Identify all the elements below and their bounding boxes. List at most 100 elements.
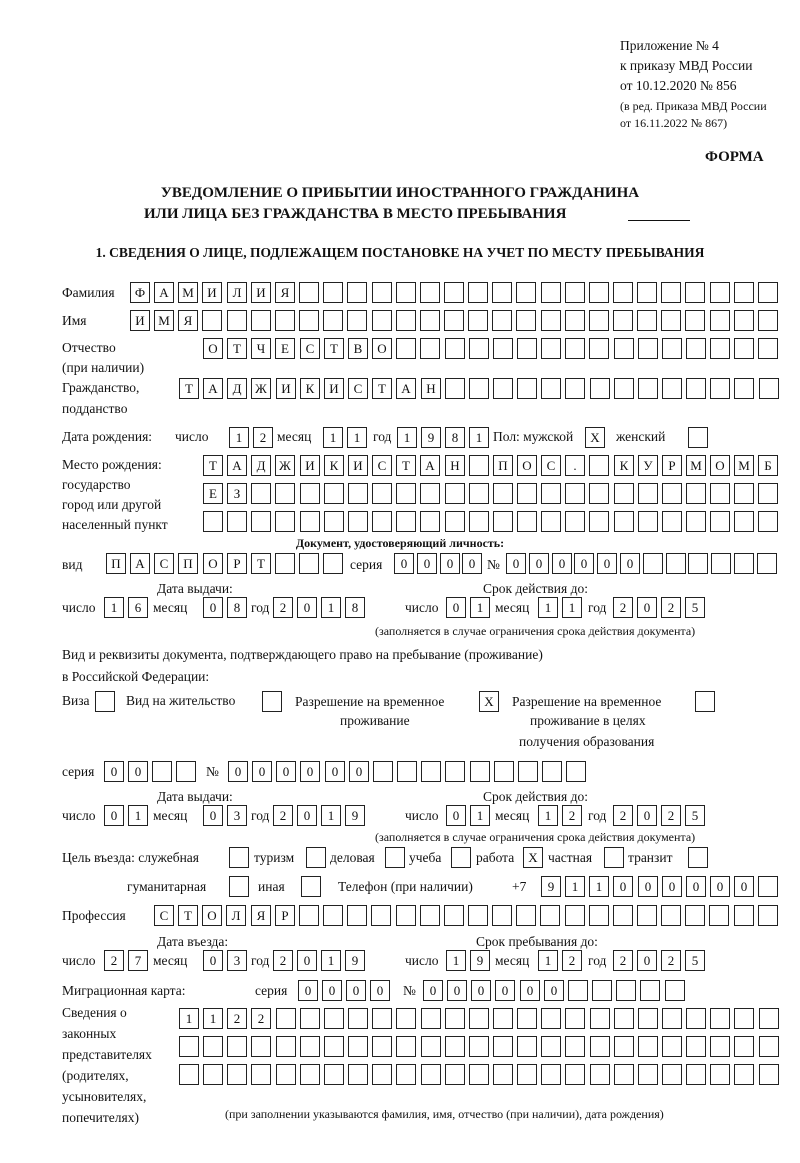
cell-id-issue-day[interactable]: 1 bbox=[104, 597, 124, 618]
cell-legal-row2[interactable] bbox=[710, 1036, 730, 1057]
cell-surname[interactable] bbox=[372, 282, 392, 303]
cell-birthplace-row3[interactable] bbox=[614, 511, 634, 532]
cell-phone[interactable]: 1 bbox=[565, 876, 585, 897]
cell-birthplace-row1[interactable]: И bbox=[348, 455, 368, 476]
cell-legal-row3[interactable] bbox=[517, 1064, 537, 1085]
cell-phone[interactable]: 0 bbox=[686, 876, 706, 897]
cell-birthplace-row3[interactable] bbox=[758, 511, 778, 532]
cell-id-issue-year[interactable]: 1 bbox=[321, 597, 341, 618]
cell-birthplace-row1[interactable]: И bbox=[300, 455, 320, 476]
cell-profession[interactable] bbox=[299, 905, 319, 926]
cell-id-number[interactable]: 0 bbox=[597, 553, 617, 574]
cell-birthplace-row1[interactable]: А bbox=[420, 455, 440, 476]
checkbox-purpose-business[interactable] bbox=[385, 847, 405, 868]
cell-id-number[interactable]: 0 bbox=[506, 553, 526, 574]
cell-legal-row2[interactable] bbox=[276, 1036, 296, 1057]
cell-patronymic[interactable] bbox=[686, 338, 706, 359]
cell-legal-row3[interactable] bbox=[590, 1064, 610, 1085]
cell-legal-row3[interactable] bbox=[203, 1064, 223, 1085]
checkbox-stay-residence[interactable] bbox=[262, 691, 282, 712]
cell-migration-number[interactable]: 0 bbox=[520, 980, 540, 1001]
cell-legal-row2[interactable] bbox=[686, 1036, 706, 1057]
cell-birthplace-row2[interactable] bbox=[396, 483, 416, 504]
cell-name[interactable] bbox=[323, 310, 343, 331]
cell-surname[interactable] bbox=[492, 282, 512, 303]
cell-birthplace-row2[interactable] bbox=[734, 483, 754, 504]
cell-birthplace-row2[interactable] bbox=[662, 483, 682, 504]
cell-stay-valid-year[interactable]: 2 bbox=[661, 805, 681, 826]
cell-surname[interactable]: И bbox=[202, 282, 222, 303]
cell-citizenship[interactable]: Т bbox=[179, 378, 199, 399]
cell-birthplace-row3[interactable] bbox=[589, 511, 609, 532]
cell-legal-row1[interactable]: 1 bbox=[203, 1008, 223, 1029]
cell-stay-number[interactable] bbox=[494, 761, 514, 782]
cell-surname[interactable] bbox=[323, 282, 343, 303]
cell-stay-valid-month[interactable]: 2 bbox=[562, 805, 582, 826]
cell-stay-number[interactable]: 0 bbox=[349, 761, 369, 782]
cell-stay-issue-year[interactable]: 2 bbox=[273, 805, 293, 826]
cell-phone[interactable]: 0 bbox=[613, 876, 633, 897]
cell-profession[interactable] bbox=[734, 905, 754, 926]
cell-id-number[interactable] bbox=[711, 553, 731, 574]
cell-surname[interactable] bbox=[444, 282, 464, 303]
cell-birthplace-row2[interactable]: З bbox=[227, 483, 247, 504]
cell-citizenship[interactable] bbox=[445, 378, 465, 399]
cell-birthplace-row2[interactable] bbox=[420, 483, 440, 504]
cell-name[interactable] bbox=[227, 310, 247, 331]
cell-surname[interactable] bbox=[710, 282, 730, 303]
cell-birthplace-row2[interactable] bbox=[324, 483, 344, 504]
cell-surname[interactable] bbox=[661, 282, 681, 303]
cell-stay-number[interactable] bbox=[542, 761, 562, 782]
cell-name[interactable] bbox=[637, 310, 657, 331]
cell-birthplace-row2[interactable]: Е bbox=[203, 483, 223, 504]
cell-birthplace-row3[interactable] bbox=[710, 511, 730, 532]
cell-stay-valid-year[interactable]: 5 bbox=[685, 805, 705, 826]
cell-legal-row3[interactable] bbox=[300, 1064, 320, 1085]
cell-birthplace-row1[interactable]: . bbox=[565, 455, 585, 476]
cell-profession[interactable]: О bbox=[202, 905, 222, 926]
cell-profession[interactable] bbox=[420, 905, 440, 926]
cell-legal-row3[interactable] bbox=[324, 1064, 344, 1085]
cell-name[interactable] bbox=[661, 310, 681, 331]
cell-stay-until-year[interactable]: 2 bbox=[613, 950, 633, 971]
cell-legal-row2[interactable] bbox=[565, 1036, 585, 1057]
checkbox-purpose-humanitarian[interactable] bbox=[229, 876, 249, 897]
cell-id-number[interactable] bbox=[757, 553, 777, 574]
cell-citizenship[interactable] bbox=[638, 378, 658, 399]
cell-name[interactable] bbox=[468, 310, 488, 331]
cell-citizenship[interactable] bbox=[517, 378, 537, 399]
cell-citizenship[interactable]: Ж bbox=[251, 378, 271, 399]
cell-surname[interactable] bbox=[589, 282, 609, 303]
cell-patronymic[interactable]: О bbox=[372, 338, 392, 359]
cell-id-issue-month[interactable]: 0 bbox=[203, 597, 223, 618]
cell-patronymic[interactable] bbox=[710, 338, 730, 359]
cell-name[interactable]: М bbox=[154, 310, 174, 331]
cell-name[interactable] bbox=[444, 310, 464, 331]
cell-migration-number[interactable] bbox=[640, 980, 660, 1001]
cell-birthplace-row2[interactable] bbox=[517, 483, 537, 504]
cell-id-valid-year[interactable]: 2 bbox=[661, 597, 681, 618]
cell-profession[interactable] bbox=[661, 905, 681, 926]
cell-profession[interactable] bbox=[468, 905, 488, 926]
cell-legal-row1[interactable] bbox=[396, 1008, 416, 1029]
cell-stay-until-day[interactable]: 1 bbox=[446, 950, 466, 971]
cell-stay-issue-year[interactable]: 0 bbox=[297, 805, 317, 826]
cell-birthplace-row2[interactable] bbox=[251, 483, 271, 504]
cell-name[interactable] bbox=[275, 310, 295, 331]
cell-birthplace-row2[interactable] bbox=[638, 483, 658, 504]
cell-id-kind[interactable]: П bbox=[106, 553, 126, 574]
cell-surname[interactable] bbox=[347, 282, 367, 303]
cell-citizenship[interactable] bbox=[565, 378, 585, 399]
cell-id-issue-year[interactable]: 0 bbox=[297, 597, 317, 618]
cell-legal-row2[interactable] bbox=[227, 1036, 247, 1057]
cell-surname[interactable]: И bbox=[251, 282, 271, 303]
checkbox-purpose-transit[interactable] bbox=[688, 847, 708, 868]
checkbox-purpose-work[interactable]: X bbox=[523, 847, 543, 868]
cell-id-issue-year[interactable]: 8 bbox=[345, 597, 365, 618]
cell-legal-row3[interactable] bbox=[276, 1064, 296, 1085]
checkbox-stay-temp-res[interactable]: X bbox=[479, 691, 499, 712]
cell-birth-year[interactable]: 8 bbox=[445, 427, 465, 448]
cell-surname[interactable] bbox=[734, 282, 754, 303]
cell-stay-number[interactable] bbox=[566, 761, 586, 782]
cell-id-kind[interactable]: А bbox=[130, 553, 150, 574]
